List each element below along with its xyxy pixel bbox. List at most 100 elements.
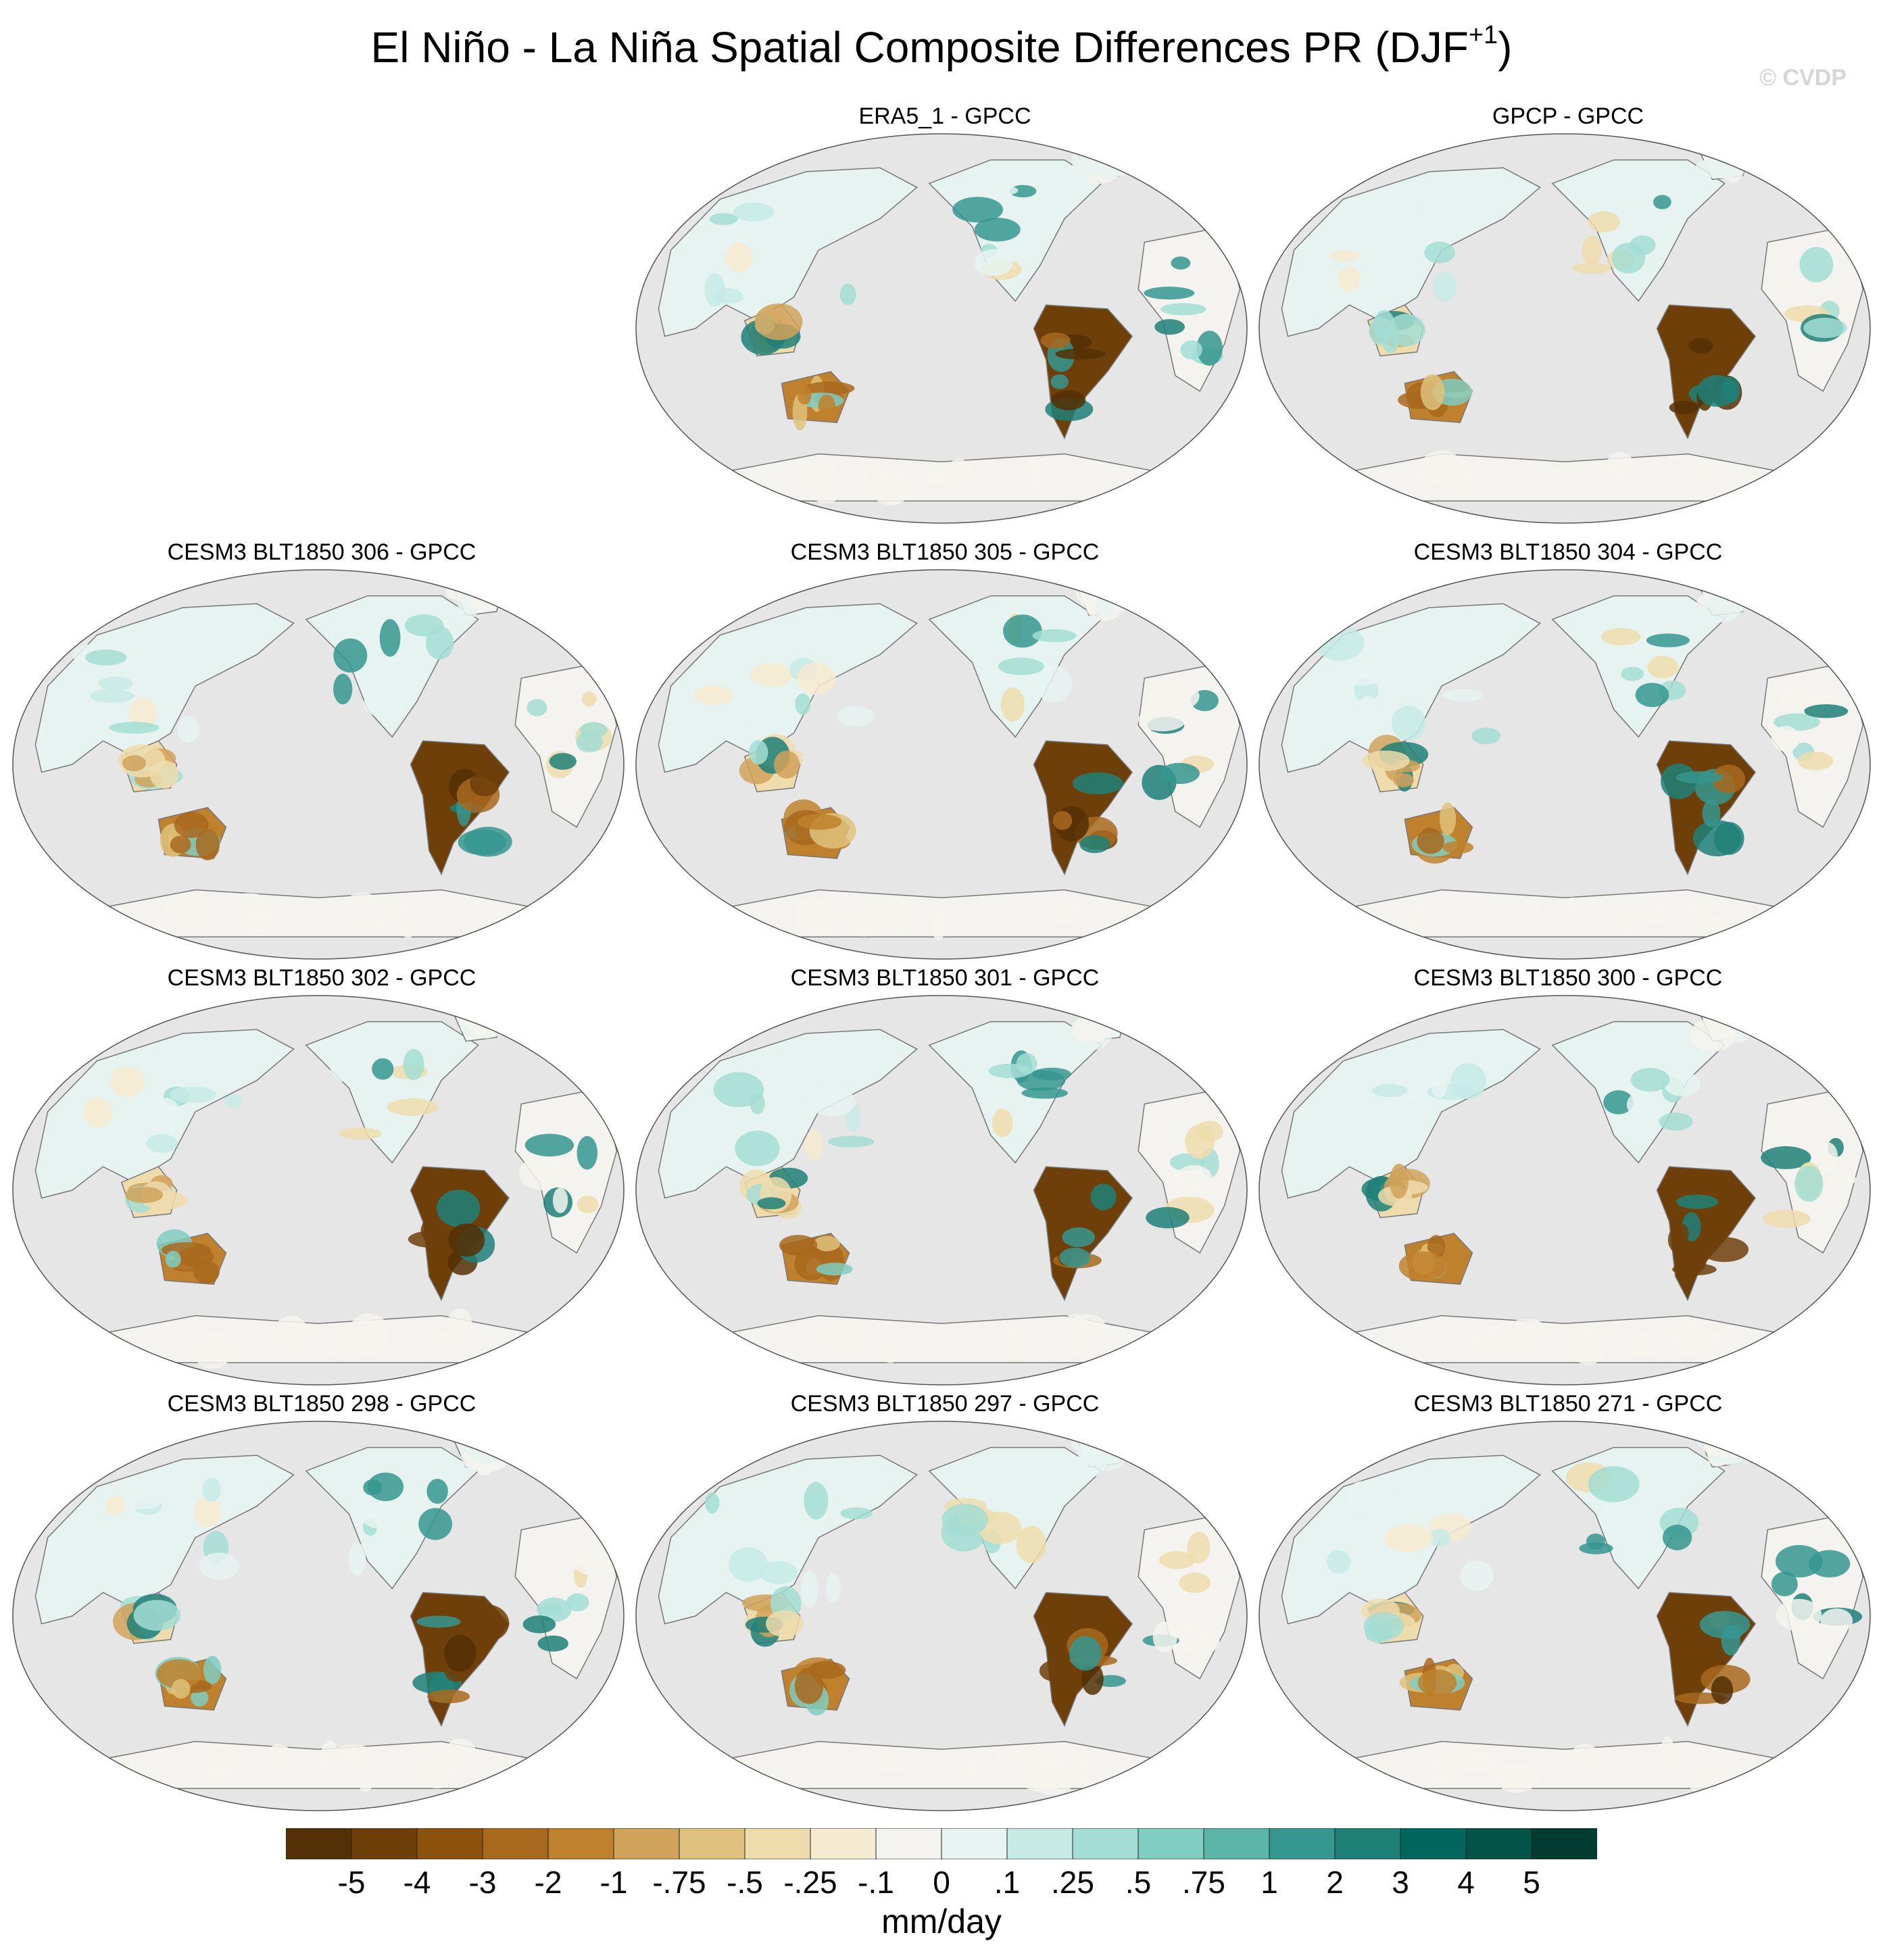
map-border bbox=[1258, 995, 1871, 1386]
anomaly-patch bbox=[1669, 401, 1698, 414]
anomaly-patch bbox=[1032, 629, 1077, 643]
colorbar-tick-label: 0 bbox=[933, 1865, 950, 1900]
anomaly-patch bbox=[804, 1129, 823, 1160]
anomaly-patch bbox=[1582, 236, 1603, 266]
anomaly-patch bbox=[1090, 1183, 1117, 1210]
anomaly-patch bbox=[828, 1135, 875, 1148]
anomaly-patch bbox=[946, 459, 971, 484]
colorbar-segment bbox=[1006, 1828, 1073, 1859]
anomaly-patch bbox=[977, 1511, 1022, 1544]
world-map bbox=[12, 995, 625, 1386]
colorbar-tick-label: .25 bbox=[1051, 1865, 1094, 1900]
anomaly-patch bbox=[766, 1610, 804, 1638]
anomaly-patch bbox=[825, 1573, 841, 1604]
anomaly-patch bbox=[1154, 319, 1185, 335]
continent-namerica bbox=[1551, 1021, 1726, 1164]
anomaly-patch bbox=[1776, 1598, 1822, 1632]
colorbar-segment bbox=[1400, 1828, 1467, 1859]
anomaly-patch bbox=[774, 750, 800, 779]
anomaly-patch bbox=[437, 1190, 481, 1227]
anomaly-patch bbox=[1799, 247, 1834, 283]
anomaly-patch bbox=[224, 1094, 243, 1108]
anomaly-patch bbox=[1332, 1077, 1357, 1100]
anomaly-patch bbox=[1685, 1761, 1736, 1796]
anomaly-patch bbox=[1159, 762, 1200, 784]
anomaly-patch bbox=[865, 896, 916, 925]
anomaly-patch bbox=[343, 1320, 389, 1354]
anomaly-patch bbox=[1603, 1090, 1634, 1114]
anomaly-patch bbox=[334, 1744, 372, 1760]
anomaly-patch bbox=[1079, 835, 1110, 854]
anomaly-patch bbox=[797, 385, 812, 405]
anomaly-patch bbox=[202, 1477, 221, 1502]
anomaly-patch bbox=[1372, 1083, 1408, 1098]
map-panel: CESM3 BLT1850 306 - GPCC bbox=[11, 539, 633, 971]
anomaly-patch bbox=[399, 914, 417, 938]
panel-title: CESM3 BLT1850 271 - GPCC bbox=[1413, 1391, 1723, 1417]
anomaly-patch bbox=[1601, 628, 1641, 645]
anomaly-patch bbox=[992, 1108, 1013, 1137]
anomaly-patch bbox=[542, 1604, 562, 1616]
anomaly-patch bbox=[463, 1604, 510, 1642]
world-map bbox=[635, 133, 1248, 524]
anomaly-patch bbox=[109, 1066, 145, 1097]
anomaly-patch bbox=[426, 1479, 448, 1504]
anomaly-patch bbox=[973, 185, 1019, 197]
anomaly-patch bbox=[1338, 267, 1361, 292]
anomaly-patch bbox=[871, 470, 911, 506]
anomaly-patch bbox=[1662, 1524, 1692, 1550]
anomaly-patch bbox=[164, 892, 211, 925]
anomaly-patch bbox=[320, 1740, 339, 1775]
anomaly-patch bbox=[879, 1340, 902, 1363]
anomaly-patch bbox=[1160, 303, 1206, 316]
map-panel: CESM3 BLT1850 298 - GPCC bbox=[11, 1390, 633, 1823]
anomaly-patch bbox=[522, 1615, 556, 1634]
figure-title: El Niño - La Niña Spatial Composite Diff… bbox=[370, 21, 1513, 72]
continent-antarctica bbox=[1317, 889, 1813, 937]
anomaly-patch bbox=[149, 760, 179, 789]
map-border bbox=[1258, 133, 1871, 524]
anomaly-patch bbox=[193, 1331, 233, 1369]
anomaly-patch bbox=[330, 1054, 370, 1083]
colorbar-segment bbox=[679, 1828, 745, 1859]
anomaly-patch bbox=[962, 1760, 977, 1783]
anomaly-patch bbox=[750, 663, 793, 687]
anomaly-patch bbox=[527, 699, 547, 716]
anomaly-patch bbox=[1696, 916, 1726, 934]
anomaly-patch bbox=[931, 907, 946, 941]
map-border bbox=[12, 995, 625, 1386]
anomaly-patch bbox=[705, 1492, 720, 1514]
anomaly-patch bbox=[1448, 1242, 1467, 1280]
anomaly-patch bbox=[1138, 708, 1187, 731]
anomaly-patch bbox=[1442, 689, 1483, 702]
panel-title: CESM3 BLT1850 301 - GPCC bbox=[790, 965, 1100, 991]
anomaly-patch bbox=[1690, 1331, 1730, 1344]
anomaly-patch bbox=[1146, 1206, 1190, 1229]
anomaly-patch bbox=[133, 1600, 181, 1631]
anomaly-patch bbox=[840, 1507, 873, 1520]
anomaly-patch bbox=[1424, 241, 1455, 264]
anomaly-patch bbox=[1588, 1466, 1640, 1502]
anomaly-patch bbox=[174, 812, 209, 838]
world-map bbox=[1258, 569, 1871, 960]
map-border bbox=[1258, 1421, 1871, 1811]
colorbar-tick-label: -4 bbox=[403, 1865, 431, 1900]
anomaly-patch bbox=[1047, 903, 1081, 922]
anomaly-patch bbox=[1081, 1663, 1104, 1695]
anomaly-patch bbox=[1688, 893, 1715, 919]
anomaly-patch bbox=[193, 1496, 222, 1527]
anomaly-patch bbox=[1713, 999, 1737, 1037]
anomaly-patch bbox=[1820, 1608, 1853, 1634]
colorbar-tick-label: 1 bbox=[1261, 1865, 1278, 1900]
anomaly-patch bbox=[921, 473, 948, 485]
anomaly-patch bbox=[852, 464, 869, 493]
anomaly-patch bbox=[379, 619, 401, 657]
anomaly-patch bbox=[809, 1087, 856, 1117]
anomaly-patch bbox=[577, 1196, 599, 1213]
anomaly-patch bbox=[1676, 771, 1723, 784]
colorbar-segment bbox=[1334, 1828, 1401, 1859]
anomaly-patch bbox=[794, 1667, 824, 1705]
colorbar-tick-label: -.25 bbox=[783, 1865, 837, 1900]
anomaly-patch bbox=[1702, 800, 1721, 827]
anomaly-patch bbox=[383, 894, 408, 919]
